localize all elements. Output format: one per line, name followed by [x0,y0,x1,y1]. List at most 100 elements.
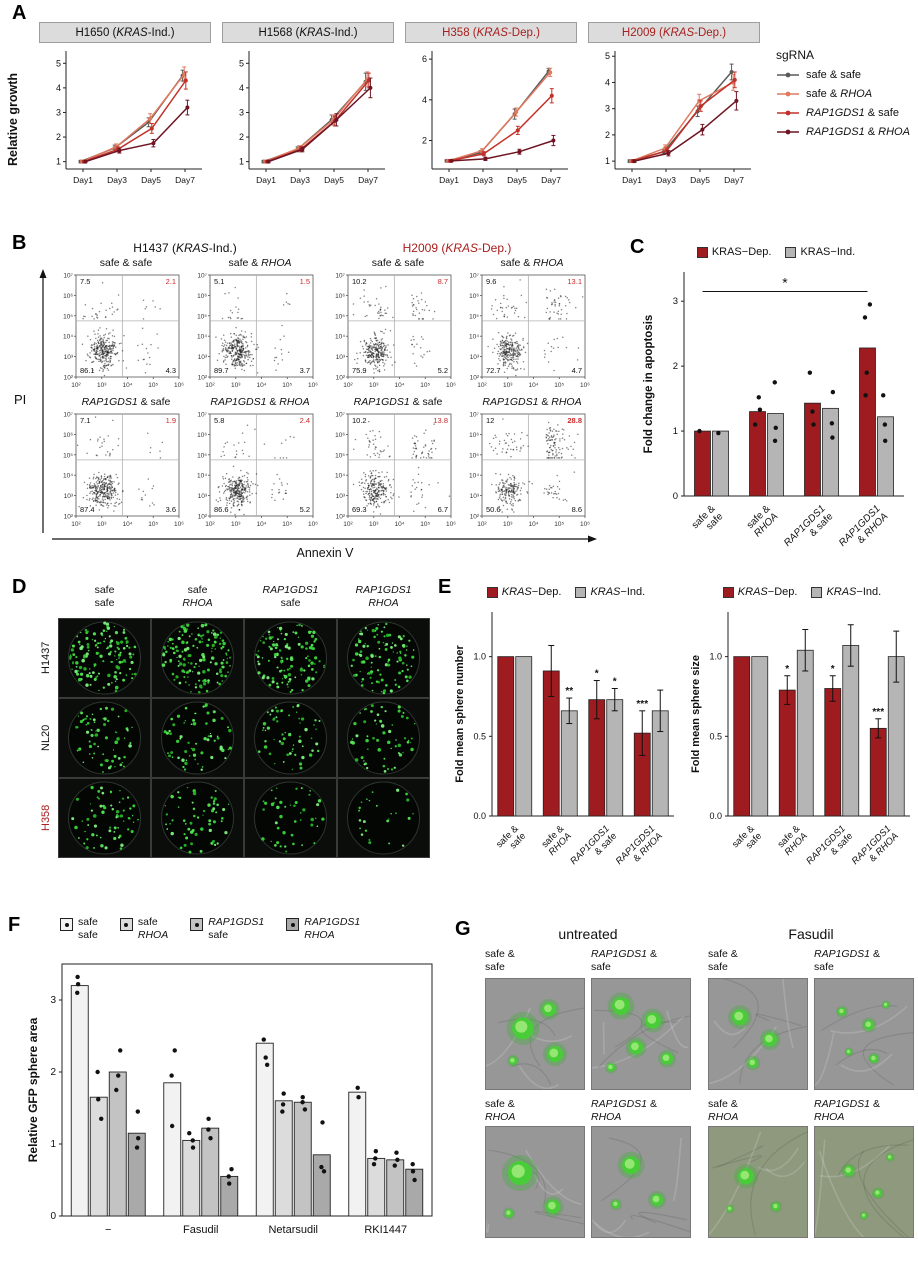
svg-text:0.5: 0.5 [473,731,486,741]
svg-text:Fold change in apoptosis: Fold change in apoptosis [643,315,655,454]
svg-text:10⁷: 10⁷ [63,412,73,419]
svg-text:2.4: 2.4 [300,416,310,425]
legend-kras-dep: KRAS−Dep. [722,586,797,598]
svg-text:8.6: 8.6 [572,505,582,514]
svg-text:6.7: 6.7 [438,505,448,514]
svg-text:Day7: Day7 [724,175,744,185]
svg-text:RAP1GDS1& RHOA: RAP1GDS1& RHOA [850,823,901,874]
svg-text:69.3: 69.3 [352,505,367,514]
svg-text:*: * [595,669,599,680]
kras-ind-swatch [785,246,797,258]
sphere-well-image [151,618,244,698]
svg-text:safe &RHOA: safe &RHOA [744,503,780,539]
legend-label: safe & RHOA [806,88,873,100]
svg-text:1: 1 [239,157,244,167]
svg-text:10³: 10³ [503,382,513,389]
kras-ind-swatch [575,586,587,598]
svg-text:3: 3 [673,296,678,307]
svg-text:10⁶: 10⁶ [469,432,479,439]
growth-plot-h1650: 1 2 3 4 5 Day1 Day3 Day5 Day7 [56,51,202,185]
legend-item-rap1gds1-rhoa: RAP1GDS1 RHOA [286,916,360,941]
legend-dot-icon [64,922,69,927]
svg-text:safe &safe: safe &safe [494,823,529,858]
kras-dep-swatch [696,246,708,258]
svg-text:10²: 10² [71,521,81,528]
svg-text:5: 5 [56,58,61,68]
svg-text:10⁴: 10⁴ [197,334,207,341]
svg-text:10⁷: 10⁷ [335,412,345,419]
svg-text:10⁶: 10⁶ [308,521,318,528]
svg-text:Fasudil: Fasudil [183,1224,218,1236]
svg-text:10⁴: 10⁴ [63,334,73,341]
svg-text:RAP1GDS1& RHOA: RAP1GDS1& RHOA [614,823,665,874]
svg-text:10⁷: 10⁷ [63,273,73,280]
kras-ind-label: KRAS−Ind. [826,586,882,598]
svg-text:5: 5 [605,51,610,61]
svg-text:Day3: Day3 [473,175,493,185]
microscopy-image [814,1126,914,1238]
svg-text:10⁵: 10⁵ [197,452,207,459]
flow-title-3: safe & RHOA [500,257,564,269]
svg-text:3: 3 [239,107,244,117]
svg-text:13.8: 13.8 [433,416,448,425]
flow-title-2: safe & safe [371,257,425,269]
svg-text:0.5: 0.5 [709,731,722,741]
legend-item: safe & safe [776,69,910,81]
legend-item: RAP1GDS1 & safe [776,107,910,119]
legend-item: safe & RHOA [776,88,910,100]
svg-text:89.7: 89.7 [214,366,229,375]
col-header-rap1gds1-safe: RAP1GDS1 safe [262,584,319,609]
flow-title-5: RAP1GDS1 & RHOA [210,396,310,408]
sphere-well-image [58,778,151,858]
svg-text:10⁵: 10⁵ [282,382,292,389]
treatment-title-untreated: untreated [558,926,618,942]
svg-text:4: 4 [239,83,244,93]
legend-line-swatch [777,91,799,97]
legend-kras-ind: KRAS−Ind. [575,586,645,598]
annexin-axis-arrow [52,535,597,543]
growth-facet-h1650: H1650 (KRAS -Ind.) 1 2 3 4 5 Day1 Day3 Day5 Day7 [36,22,214,200]
svg-text:10²: 10² [71,382,81,389]
sphere-well-image [244,778,337,858]
svg-text:10⁴: 10⁴ [63,473,73,480]
flow-title-0: safe & safe [99,257,153,269]
sphere-well-image [337,778,430,858]
svg-text:9.6: 9.6 [486,277,496,286]
svg-text:RAP1GDS1& RHOA: RAP1GDS1& RHOA [837,503,891,557]
svg-text:10⁵: 10⁵ [420,521,430,528]
condition-label: safe & safe [708,948,738,973]
gfp-area-bar-chart: 0 1 2 3 Relative GFP sphere area − Fasudil Neta… [26,963,433,1236]
flow-title-1: safe & RHOA [228,257,292,269]
svg-text:10⁴: 10⁴ [256,521,266,528]
svg-text:10⁵: 10⁵ [469,452,479,459]
svg-text:10⁴: 10⁴ [335,473,345,480]
svg-text:10⁶: 10⁶ [580,382,590,389]
facet-strip-h2009: H2009 (KRAS -Dep.) [588,22,760,43]
svg-text:5.2: 5.2 [300,505,310,514]
svg-text:6: 6 [422,54,427,64]
svg-text:10⁶: 10⁶ [580,521,590,528]
svg-text:10⁷: 10⁷ [469,273,479,280]
svg-text:87.4: 87.4 [80,505,95,514]
svg-text:10⁶: 10⁶ [63,432,73,439]
legend-title: sgRNA [776,48,815,62]
svg-text:*: * [613,677,617,688]
svg-text:*: * [785,664,789,675]
svg-text:10⁷: 10⁷ [335,273,345,280]
svg-text:*: * [782,274,788,290]
svg-text:Day5: Day5 [507,175,527,185]
legend-label: RAP1GDS1 safe [208,916,265,941]
svg-text:10⁷: 10⁷ [197,273,207,280]
legend-swatch [60,918,73,931]
svg-text:5.8: 5.8 [214,416,224,425]
svg-text:3.6: 3.6 [166,505,176,514]
microscopy-image [708,978,808,1090]
legend-item-safe-rhoa: safe RHOA [119,916,168,941]
svg-text:10³: 10³ [231,521,241,528]
svg-text:10²: 10² [198,514,208,521]
svg-text:10³: 10³ [97,382,107,389]
legend-dot-icon [124,922,129,927]
svg-text:10³: 10³ [97,521,107,528]
